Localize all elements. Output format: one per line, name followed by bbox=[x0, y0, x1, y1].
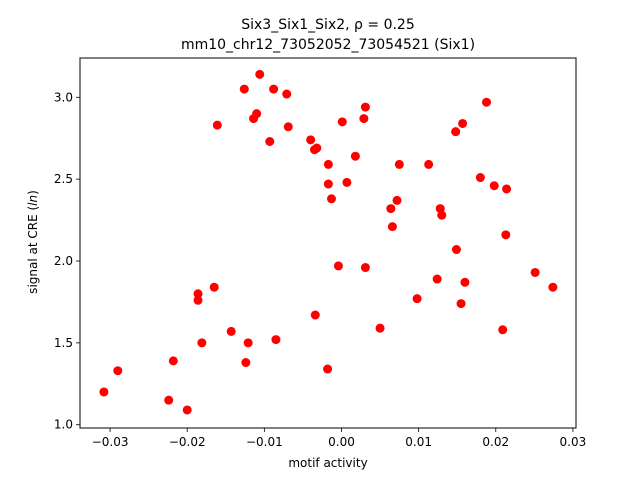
data-point bbox=[489, 181, 499, 191]
data-point bbox=[312, 143, 322, 153]
x-tick-label: 0.01 bbox=[405, 435, 432, 449]
data-point bbox=[333, 261, 343, 271]
data-point bbox=[386, 204, 396, 214]
data-point bbox=[342, 177, 352, 187]
x-tick-label: −0.02 bbox=[169, 435, 206, 449]
x-axis-ticks: −0.03 −0.02 −0.01 0.00 0.01 0.02 0.03 bbox=[92, 428, 587, 449]
data-point bbox=[164, 395, 174, 405]
data-point bbox=[432, 274, 442, 284]
y-axis-label: signal at CRE (ln) bbox=[26, 190, 40, 294]
data-point bbox=[350, 151, 360, 161]
data-points bbox=[99, 69, 558, 415]
data-point bbox=[323, 159, 333, 169]
y-axis-label-prefix: signal at CRE ( bbox=[26, 206, 40, 294]
data-point bbox=[360, 263, 370, 273]
y-tick-label: 1.0 bbox=[54, 418, 73, 432]
data-point bbox=[460, 277, 470, 287]
chart-title-line1: Six3_Six1_Six2, ρ = 0.25 bbox=[241, 17, 415, 33]
x-tick-label: 0.00 bbox=[328, 435, 355, 449]
data-point bbox=[458, 118, 468, 128]
y-tick-label: 1.5 bbox=[54, 336, 73, 350]
data-point bbox=[269, 84, 279, 94]
data-point bbox=[193, 289, 203, 299]
data-point bbox=[282, 89, 292, 99]
data-point bbox=[182, 405, 192, 415]
data-point bbox=[359, 114, 369, 124]
data-point bbox=[498, 325, 508, 335]
data-point bbox=[451, 127, 461, 137]
data-point bbox=[255, 69, 265, 79]
data-point bbox=[530, 267, 540, 277]
data-point bbox=[475, 173, 485, 183]
data-point bbox=[265, 136, 275, 146]
y-tick-label: 3.0 bbox=[54, 90, 73, 104]
data-point bbox=[451, 245, 461, 255]
plot-frame bbox=[79, 57, 577, 429]
data-point bbox=[337, 117, 347, 127]
data-point bbox=[482, 97, 492, 107]
data-point bbox=[326, 194, 336, 204]
data-point bbox=[548, 282, 558, 292]
data-point bbox=[239, 84, 249, 94]
data-point bbox=[168, 356, 178, 366]
data-point bbox=[502, 184, 512, 194]
data-point bbox=[271, 335, 281, 345]
x-tick-label: −0.01 bbox=[246, 435, 283, 449]
data-point bbox=[252, 109, 262, 119]
data-point bbox=[310, 310, 320, 320]
data-point bbox=[424, 159, 434, 169]
data-point bbox=[226, 326, 236, 336]
x-tick-label: 0.02 bbox=[482, 435, 509, 449]
data-point bbox=[323, 179, 333, 189]
data-point bbox=[375, 323, 385, 333]
y-axis-label-italic: ln bbox=[26, 195, 40, 206]
data-point bbox=[193, 295, 203, 305]
y-tick-label: 2.5 bbox=[54, 172, 73, 186]
data-point bbox=[323, 364, 333, 374]
data-point bbox=[437, 210, 447, 220]
data-point bbox=[99, 387, 109, 397]
x-axis-label: motif activity bbox=[288, 456, 367, 470]
y-axis-label-suffix: ) bbox=[26, 190, 40, 195]
data-point bbox=[360, 102, 370, 112]
data-point bbox=[456, 299, 466, 309]
data-point bbox=[387, 222, 397, 232]
data-point bbox=[501, 230, 511, 240]
chart-title-line2: mm10_chr12_73052052_73054521 (Six1) bbox=[181, 37, 475, 53]
data-point bbox=[306, 135, 316, 145]
data-point bbox=[212, 120, 222, 130]
chart-title-rho: ρ = 0.25 bbox=[354, 17, 415, 33]
y-tick-label: 2.0 bbox=[54, 254, 73, 268]
data-point bbox=[392, 195, 402, 205]
x-tick-label: 0.03 bbox=[560, 435, 587, 449]
data-point bbox=[283, 122, 293, 132]
data-point bbox=[241, 358, 251, 368]
chart-title-prefix: Six3_Six1_Six2, bbox=[241, 17, 354, 33]
data-point bbox=[209, 282, 219, 292]
data-point bbox=[113, 366, 123, 376]
data-point bbox=[394, 159, 404, 169]
x-tick-label: −0.03 bbox=[92, 435, 129, 449]
data-point bbox=[197, 338, 207, 348]
data-point bbox=[412, 294, 422, 304]
data-point bbox=[243, 338, 253, 348]
y-axis-ticks: 1.0 1.5 2.0 2.5 3.0 bbox=[54, 90, 80, 432]
